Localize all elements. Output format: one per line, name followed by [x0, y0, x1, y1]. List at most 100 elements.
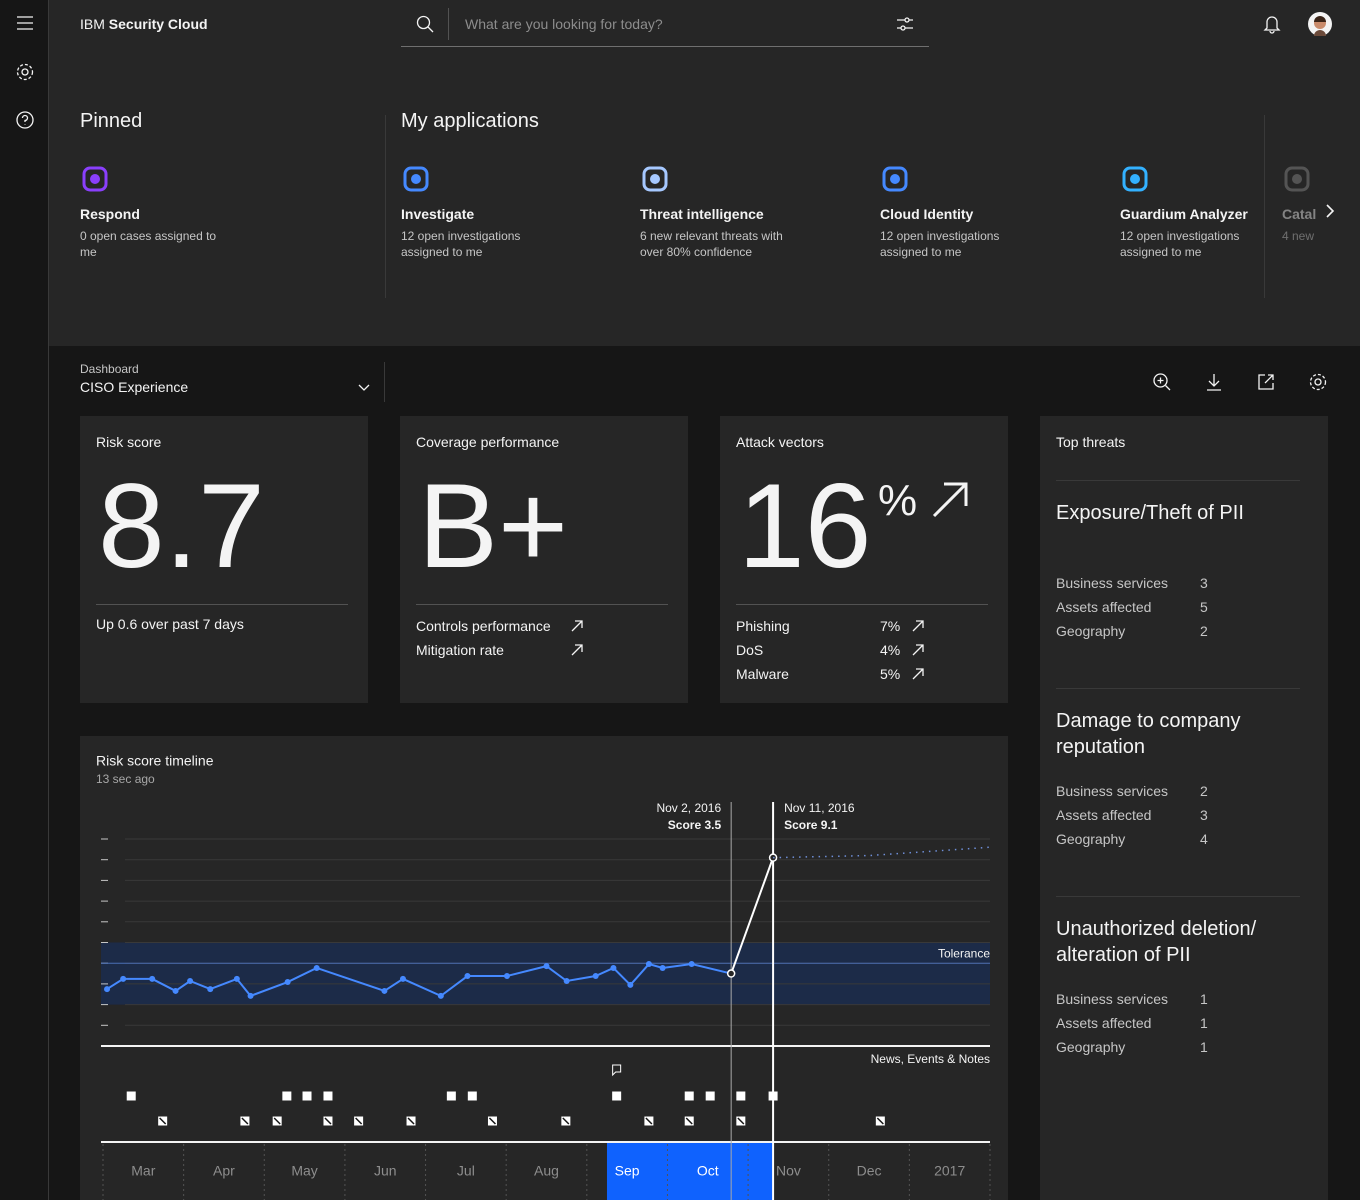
threat-name: Exposure/Theft of PII — [1056, 502, 1244, 524]
settings-icon[interactable] — [15, 62, 35, 82]
event-hatch — [241, 1117, 249, 1125]
side-nav — [0, 0, 49, 1200]
data-point — [503, 973, 510, 980]
x-tick-label: Nov — [776, 1163, 801, 1179]
icon-shape — [1292, 174, 1302, 184]
icon-shape — [1284, 166, 1310, 192]
metric-label: Geography — [1056, 1039, 1126, 1055]
data-point — [563, 978, 570, 985]
app-tile[interactable]: Catal 4 new — [1282, 160, 1340, 270]
app-tile[interactable]: Investigate 12 open investigations assign… — [401, 160, 601, 270]
icon-shape — [1130, 174, 1140, 184]
card-title: Coverage performance — [416, 434, 560, 450]
data-point — [464, 973, 471, 980]
search-box[interactable] — [401, 0, 929, 47]
coverage-row: Mitigation rate — [416, 642, 504, 658]
download-icon[interactable] — [1204, 372, 1224, 392]
filter-icon[interactable] — [895, 14, 915, 34]
app-name: Catal — [1282, 206, 1317, 222]
series-line — [730, 857, 775, 974]
top-threats-card: Top threats Exposure/Theft of PII Busines… — [1040, 416, 1328, 1200]
metric-value: 3 — [1200, 807, 1208, 823]
vector-value: 5% — [880, 666, 901, 682]
section-title: Pinned — [80, 110, 143, 132]
event-hatch — [645, 1117, 653, 1125]
chart-subtitle: 13 sec ago — [96, 772, 155, 786]
data-point — [645, 961, 652, 968]
chart-title: Risk score timeline — [96, 753, 214, 769]
x-tick-label: Aug — [534, 1163, 559, 1179]
avatar[interactable] — [1308, 12, 1332, 36]
data-point — [543, 963, 550, 970]
marker-date: Nov 11, 2016 — [784, 801, 855, 815]
app-description: 12 open investigations assigned to me — [880, 229, 1000, 259]
event-hatch — [488, 1117, 497, 1125]
dashboard-select[interactable]: CISO Experience — [80, 379, 189, 395]
timeline-card: Risk score timeline 13 sec ago Tolerance… — [80, 736, 1008, 1200]
app-tile[interactable]: Cloud Identity 12 open investigations ass… — [880, 160, 1080, 270]
x-tick-label: Sep — [615, 1163, 640, 1179]
coverage-row: Controls performance — [416, 618, 551, 634]
metric-label: Assets affected — [1056, 1015, 1152, 1031]
app-icon — [403, 166, 429, 192]
icon-shape — [890, 174, 900, 184]
metric-value: 2 — [1200, 623, 1208, 639]
app-icon — [1122, 166, 1148, 192]
vector-name: Malware — [736, 666, 789, 682]
search-placeholder[interactable]: What are you looking for today? — [465, 16, 663, 32]
card-title: Top threats — [1056, 434, 1126, 450]
app-icon — [82, 166, 108, 192]
menu-icon[interactable] — [16, 15, 34, 31]
trend-arrow — [912, 620, 924, 632]
metric-value: 5 — [1200, 599, 1208, 615]
app-description: 0 open cases assigned to me — [80, 229, 217, 259]
app-icon — [642, 166, 668, 192]
data-point — [207, 986, 214, 993]
app-tile[interactable]: Threat intelligence 6 new relevant threat… — [640, 160, 840, 270]
data-point — [399, 975, 406, 982]
data-point — [284, 979, 291, 986]
trend-arrow — [932, 482, 968, 518]
event-hatch — [273, 1117, 281, 1125]
icon-shape — [411, 174, 421, 184]
event-hatch — [407, 1117, 415, 1125]
app-name: Cloud Identity — [880, 206, 974, 222]
dropdown-chevron[interactable] — [357, 382, 371, 394]
zoom-icon[interactable] — [1152, 372, 1172, 392]
card-title: Risk score — [96, 434, 162, 450]
news-marker — [126, 1091, 136, 1101]
marker-score: Score 9.1 — [784, 818, 838, 832]
news-marker — [302, 1091, 312, 1101]
notification-icon[interactable] — [1263, 14, 1281, 34]
threat-divider — [1056, 896, 1300, 897]
section-divider — [1264, 115, 1265, 298]
app-name: Threat intelligence — [640, 206, 764, 222]
app-tile[interactable]: Guardium Analyzer 12 open investigations … — [1120, 160, 1320, 270]
attack-vectors-value: 16 — [738, 459, 872, 593]
data-point — [313, 964, 320, 971]
app-name: Investigate — [401, 206, 475, 222]
metric-value: 4 — [1200, 831, 1208, 847]
data-point — [726, 969, 736, 978]
data-point — [610, 964, 617, 971]
threat-divider — [1056, 688, 1300, 689]
news-marker — [467, 1091, 477, 1101]
x-tick-label: 2017 — [934, 1163, 965, 1179]
coverage-card: Coverage performance B+ Controls perform… — [400, 416, 688, 703]
selected-range — [606, 1142, 774, 1200]
metric-label: Business services — [1056, 575, 1169, 591]
brand-prefix: IBM — [80, 16, 105, 32]
icon-shape — [90, 174, 100, 184]
app-name: Guardium Analyzer — [1120, 206, 1248, 222]
icon-shape — [82, 166, 108, 192]
help-icon[interactable] — [15, 110, 35, 130]
settings-icon[interactable] — [1308, 372, 1328, 392]
x-tick-label: May — [291, 1163, 317, 1179]
data-point — [149, 975, 156, 982]
scroll-right[interactable] — [1323, 203, 1337, 219]
launch-icon[interactable] — [1256, 372, 1276, 392]
brand: IBM Security Cloud — [80, 15, 208, 33]
app-tile[interactable]: Respond 0 open cases assigned to me — [80, 160, 280, 270]
news-marker — [282, 1091, 292, 1101]
